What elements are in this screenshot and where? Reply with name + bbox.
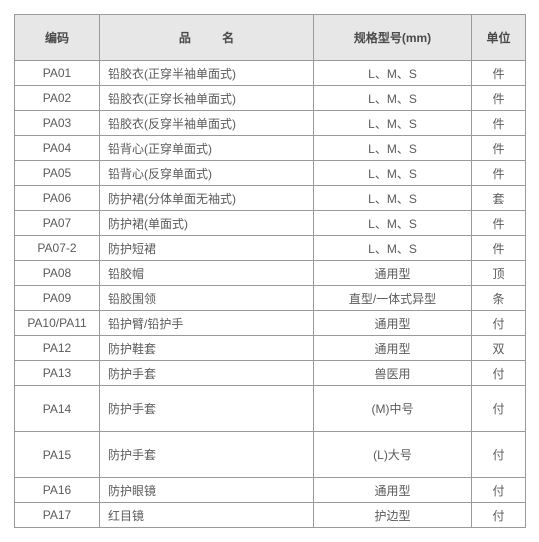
- cell-name: 铅胶围领: [100, 286, 314, 311]
- cell-code: PA07: [15, 211, 100, 236]
- cell-unit: 套: [472, 186, 526, 211]
- table-row: PA07-2防护短裙L、M、S件: [15, 236, 526, 261]
- table-row: PA12防护鞋套通用型双: [15, 336, 526, 361]
- cell-code: PA13: [15, 361, 100, 386]
- cell-spec: L、M、S: [314, 161, 472, 186]
- cell-code: PA17: [15, 503, 100, 528]
- cell-spec: (L)大号: [314, 432, 472, 478]
- cell-unit: 双: [472, 336, 526, 361]
- table-row: PA13防护手套兽医用付: [15, 361, 526, 386]
- cell-spec: L、M、S: [314, 61, 472, 86]
- cell-name: 铅胶帽: [100, 261, 314, 286]
- table-row: PA17红目镜护边型付: [15, 503, 526, 528]
- cell-spec: L、M、S: [314, 86, 472, 111]
- cell-unit: 付: [472, 478, 526, 503]
- cell-unit: 件: [472, 136, 526, 161]
- header-name: 品 名: [100, 15, 314, 61]
- cell-spec: 通用型: [314, 311, 472, 336]
- cell-spec: 兽医用: [314, 361, 472, 386]
- header-code: 编码: [15, 15, 100, 61]
- cell-name: 防护手套: [100, 386, 314, 432]
- cell-spec: 通用型: [314, 336, 472, 361]
- cell-unit: 件: [472, 161, 526, 186]
- cell-spec: L、M、S: [314, 186, 472, 211]
- table-row: PA01铅胶衣(正穿半袖单面式)L、M、S件: [15, 61, 526, 86]
- table-row: PA05铅背心(反穿单面式)L、M、S件: [15, 161, 526, 186]
- cell-code: PA03: [15, 111, 100, 136]
- cell-code: PA06: [15, 186, 100, 211]
- cell-name: 防护鞋套: [100, 336, 314, 361]
- cell-spec: L、M、S: [314, 136, 472, 161]
- table-row: PA04铅背心(正穿单面式)L、M、S件: [15, 136, 526, 161]
- cell-unit: 付: [472, 386, 526, 432]
- cell-unit: 件: [472, 236, 526, 261]
- table-row: PA08铅胶帽通用型顶: [15, 261, 526, 286]
- cell-code: PA08: [15, 261, 100, 286]
- cell-name: 铅护臂/铅护手: [100, 311, 314, 336]
- cell-unit: 件: [472, 61, 526, 86]
- cell-unit: 件: [472, 211, 526, 236]
- product-spec-table: 编码 品 名 规格型号(mm) 单位 PA01铅胶衣(正穿半袖单面式)L、M、S…: [14, 14, 526, 528]
- table-row: PA06防护裙(分体单面无袖式)L、M、S套: [15, 186, 526, 211]
- cell-name: 防护眼镜: [100, 478, 314, 503]
- cell-spec: 直型/一体式异型: [314, 286, 472, 311]
- cell-spec: L、M、S: [314, 236, 472, 261]
- table-row: PA14防护手套(M)中号付: [15, 386, 526, 432]
- header-unit: 单位: [472, 15, 526, 61]
- cell-unit: 顶: [472, 261, 526, 286]
- cell-unit: 条: [472, 286, 526, 311]
- cell-name: 防护短裙: [100, 236, 314, 261]
- table-row: PA09铅胶围领直型/一体式异型条: [15, 286, 526, 311]
- table-row: PA02铅胶衣(正穿长袖单面式)L、M、S件: [15, 86, 526, 111]
- cell-spec: L、M、S: [314, 111, 472, 136]
- table-body: PA01铅胶衣(正穿半袖单面式)L、M、S件PA02铅胶衣(正穿长袖单面式)L、…: [15, 61, 526, 528]
- cell-name: 铅背心(正穿单面式): [100, 136, 314, 161]
- cell-code: PA07-2: [15, 236, 100, 261]
- cell-name: 防护手套: [100, 361, 314, 386]
- cell-unit: 付: [472, 432, 526, 478]
- cell-name: 铅胶衣(反穿半袖单面式): [100, 111, 314, 136]
- cell-unit: 付: [472, 503, 526, 528]
- table-row: PA03铅胶衣(反穿半袖单面式)L、M、S件: [15, 111, 526, 136]
- cell-code: PA15: [15, 432, 100, 478]
- cell-spec: 通用型: [314, 478, 472, 503]
- cell-code: PA09: [15, 286, 100, 311]
- cell-name: 铅背心(反穿单面式): [100, 161, 314, 186]
- cell-name: 防护裙(分体单面无袖式): [100, 186, 314, 211]
- table-row: PA15防护手套(L)大号付: [15, 432, 526, 478]
- cell-code: PA10/PA11: [15, 311, 100, 336]
- cell-spec: 护边型: [314, 503, 472, 528]
- cell-unit: 件: [472, 86, 526, 111]
- cell-name: 防护手套: [100, 432, 314, 478]
- cell-unit: 件: [472, 111, 526, 136]
- cell-code: PA05: [15, 161, 100, 186]
- cell-code: PA14: [15, 386, 100, 432]
- cell-code: PA12: [15, 336, 100, 361]
- cell-code: PA02: [15, 86, 100, 111]
- cell-spec: 通用型: [314, 261, 472, 286]
- cell-spec: (M)中号: [314, 386, 472, 432]
- cell-code: PA16: [15, 478, 100, 503]
- cell-name: 防护裙(单面式): [100, 211, 314, 236]
- cell-name: 铅胶衣(正穿长袖单面式): [100, 86, 314, 111]
- table-row: PA16防护眼镜通用型付: [15, 478, 526, 503]
- cell-unit: 付: [472, 311, 526, 336]
- cell-name: 红目镜: [100, 503, 314, 528]
- cell-code: PA04: [15, 136, 100, 161]
- table-header-row: 编码 品 名 规格型号(mm) 单位: [15, 15, 526, 61]
- table-row: PA07防护裙(单面式)L、M、S件: [15, 211, 526, 236]
- table-row: PA10/PA11铅护臂/铅护手通用型付: [15, 311, 526, 336]
- cell-spec: L、M、S: [314, 211, 472, 236]
- cell-code: PA01: [15, 61, 100, 86]
- cell-unit: 付: [472, 361, 526, 386]
- cell-name: 铅胶衣(正穿半袖单面式): [100, 61, 314, 86]
- header-spec: 规格型号(mm): [314, 15, 472, 61]
